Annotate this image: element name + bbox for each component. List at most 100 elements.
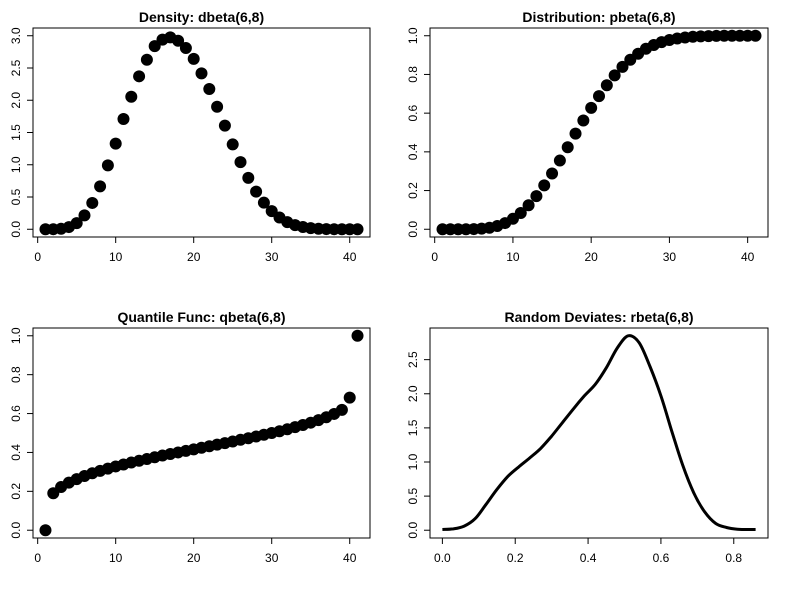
data-point [234,156,247,169]
data-point [250,185,263,198]
data-point [569,127,582,140]
y-tick-label: 1.0 [406,27,420,44]
y-tick-label: 1.5 [406,419,420,436]
data-point [538,179,551,192]
x-tick-label: 40 [343,551,357,565]
y-tick-label: 1.0 [9,327,23,344]
data-point [546,167,559,180]
data-point [242,171,255,184]
chart-panel-3: Quantile Func: qbeta(6,8) 0 10 20 30 40 0.0 0.2… [9,309,371,565]
data-point [179,42,192,55]
data-point [585,101,598,114]
data-point [140,53,153,66]
data-point [561,141,574,154]
x-tick-label: 20 [187,250,201,264]
y-tick-label: 2.5 [9,59,23,76]
x-tick-label: 0.0 [434,551,451,565]
data-point [530,190,543,203]
data-marks [39,329,364,537]
y-tick-label: 1.0 [9,156,23,173]
data-marks [39,31,364,236]
chart-title: Quantile Func: qbeta(6,8) [117,309,285,325]
data-point [218,119,231,132]
data-point [608,69,621,82]
y-tick-label: 0.4 [9,444,23,461]
data-point [351,329,364,342]
data-point [109,137,122,150]
x-tick-label: 10 [109,551,123,565]
data-point [86,196,99,209]
data-point [203,82,216,95]
data-point [335,403,348,416]
x-tick-label: 0.6 [653,551,670,565]
data-point [514,207,527,220]
data-point [117,113,130,126]
x-tick-label: 20 [187,551,201,565]
x-tick-label: 30 [265,250,279,264]
x-tick-label: 0.8 [725,551,742,565]
x-tick-label: 10 [506,250,520,264]
y-tick-label: 0.8 [406,66,420,83]
y-tick-label: 0.0 [9,221,23,238]
data-point [78,209,91,222]
chart-title: Random Deviates: rbeta(6,8) [504,309,693,325]
y-tick-label: 0.6 [406,104,420,121]
data-point [553,154,566,167]
y-tick-label: 3.0 [9,27,23,44]
data-point [749,29,762,42]
x-tick-label: 30 [663,250,677,264]
x-tick-label: 0 [431,250,438,264]
y-tick-label: 2.0 [9,92,23,109]
x-tick-label: 20 [584,250,598,264]
data-point [101,159,114,172]
y-tick-label: 2.0 [406,385,420,402]
data-point [257,196,270,209]
plot-frame [429,27,769,238]
x-tick-label: 0 [34,250,41,264]
data-point [125,90,138,103]
data-point [195,67,208,80]
y-tick-label: 1.0 [406,453,420,470]
chart-panel-4: Random Deviates: rbeta(6,8) 0.0 0.2 0.4 0.6 0… [406,309,769,565]
y-tick-label: 0.8 [9,366,23,383]
plot-frame [32,327,371,539]
data-point [211,100,224,113]
y-tick-label: 1.5 [9,124,23,141]
y-tick-label: 0.2 [406,182,420,199]
y-tick-label: 0.0 [9,522,23,539]
data-marks [442,334,756,532]
data-point [616,60,629,73]
chart-panel-1: Density: dbeta(6,8) 0 10 20 30 40 0.0 0.5 1.0 1.5… [9,9,371,264]
x-tick-label: 30 [265,551,279,565]
y-tick-label: 0.5 [9,188,23,205]
chart-title: Distribution: pbeta(6,8) [522,9,675,25]
data-marks [436,29,762,236]
x-tick-label: 10 [109,250,123,264]
x-tick-label: 40 [741,250,755,264]
data-point [187,52,200,65]
x-tick-label: 40 [343,250,357,264]
chart-panel-2: Distribution: pbeta(6,8) 0 10 20 30 40 0.0 0.2 0… [406,9,769,264]
x-tick-label: 0 [34,551,41,565]
plot-frame [32,27,371,238]
data-point [343,391,356,404]
plot-frame [429,327,769,539]
x-tick-label: 0.4 [580,551,597,565]
density-line [442,334,756,532]
data-point [522,199,535,212]
data-point [94,180,107,193]
y-tick-label: 0.2 [9,483,23,500]
y-tick-label: 0.4 [406,143,420,160]
data-point [351,223,364,236]
y-tick-label: 0.0 [406,522,420,539]
y-tick-label: 0.5 [406,487,420,504]
y-tick-label: 0.6 [9,405,23,422]
data-point [600,79,613,92]
data-point [70,217,83,230]
y-tick-label: 2.5 [406,351,420,368]
data-point [577,114,590,127]
data-point [172,34,185,47]
data-point [39,524,52,537]
chart-title: Density: dbeta(6,8) [139,9,264,25]
